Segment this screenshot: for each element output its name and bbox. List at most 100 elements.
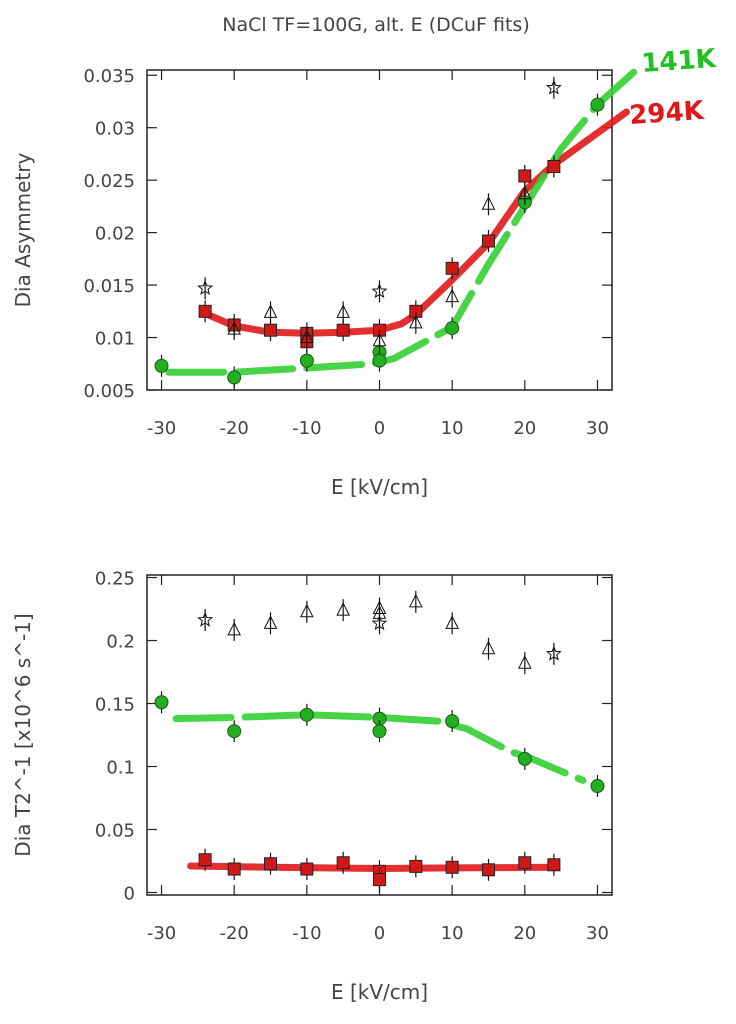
triangle-marker	[227, 321, 241, 335]
triangle-marker	[300, 329, 314, 344]
circle-marker	[517, 751, 532, 766]
circle-marker	[372, 353, 387, 368]
square-marker	[198, 853, 212, 867]
y-tick-label: 0.015	[83, 276, 135, 297]
x-tick-label: 10	[441, 923, 464, 944]
triangle-marker	[336, 304, 350, 318]
y-tick-label: 0.02	[95, 224, 135, 245]
data-point-square	[227, 858, 241, 881]
data-point-square	[547, 853, 561, 876]
circle-marker	[590, 97, 605, 112]
circle-marker	[590, 779, 605, 794]
x-tick-label: 30	[586, 418, 609, 439]
data-point-star	[371, 280, 388, 303]
plot-2: -30 -20 -10 0 10 20 30 0 0.05 0.1 0.15 0.2 0.25 E [kV…	[11, 569, 613, 1004]
y-tick-label: 0.25	[95, 569, 135, 590]
data-point-triangle	[409, 590, 423, 613]
data-point-circle	[445, 710, 460, 733]
data-point-circle	[299, 703, 314, 726]
square-marker	[518, 169, 532, 183]
data-point-triangle	[300, 326, 314, 349]
data-point-triangle	[263, 301, 278, 324]
data-point-square	[481, 230, 495, 253]
circle-marker	[154, 358, 169, 373]
square-marker	[300, 862, 314, 876]
data-point-triangle	[518, 182, 532, 205]
data-point-circle	[154, 354, 169, 377]
circle-marker	[299, 707, 314, 722]
data-point-triangle	[518, 652, 532, 675]
square-marker	[336, 856, 350, 870]
square-marker	[198, 304, 212, 318]
data-point-triangle	[409, 311, 423, 334]
data-point-square	[373, 868, 386, 891]
triangle-marker	[518, 185, 532, 200]
square-marker	[518, 856, 532, 870]
data-point-triangle	[445, 285, 459, 308]
star-marker	[371, 283, 388, 299]
data-point-star	[545, 76, 562, 99]
triangle-marker	[409, 593, 423, 608]
data-point-triangle	[445, 612, 459, 635]
triangle-marker	[300, 603, 314, 618]
x-tick-label: 30	[586, 923, 609, 944]
data-point-triangle	[336, 599, 350, 622]
data-point-square	[481, 858, 495, 881]
data-point-circle	[299, 349, 314, 372]
y-axis-label: Dia Asymmetry	[11, 153, 35, 308]
circle-marker	[299, 353, 314, 368]
square-marker	[445, 261, 459, 275]
data-point-triangle	[481, 637, 496, 660]
data-point-square	[547, 155, 561, 178]
x-tick-label: 0	[374, 418, 385, 439]
chart-title: NaCl TF=100G, alt. E (DCuF fits)	[222, 14, 530, 36]
x-tick-label: 0	[374, 923, 385, 944]
square-marker	[547, 858, 561, 872]
fit-line-294k	[187, 862, 558, 872]
data-point-square	[300, 858, 314, 881]
data-point-square	[336, 319, 350, 342]
square-marker	[264, 857, 278, 871]
star-marker	[371, 615, 388, 631]
square-marker	[336, 323, 350, 337]
data-point-square	[409, 855, 423, 878]
x-tick-label: -30	[147, 923, 176, 944]
data-point-triangle	[336, 301, 350, 324]
square-marker	[481, 234, 495, 248]
triangle-marker	[409, 314, 423, 329]
y-axis-label: Dia T2^-1 [x10^6 s^-1]	[11, 613, 35, 856]
data-point-square	[336, 851, 350, 874]
triangle-marker	[372, 332, 387, 347]
star-marker	[197, 279, 214, 296]
square-marker	[445, 860, 459, 874]
circle-marker	[445, 321, 460, 336]
data-point-circle	[372, 349, 387, 372]
circle-marker	[227, 370, 242, 385]
data-point-square	[445, 257, 459, 280]
data-point-square	[198, 848, 212, 871]
data-point-triangle	[227, 618, 241, 641]
y-tick-label: 0.15	[95, 695, 135, 716]
triangle-marker	[227, 621, 241, 636]
data-point-triangle	[481, 193, 496, 216]
circle-marker	[227, 724, 242, 739]
data-point-circle	[227, 720, 242, 743]
y-tick-label: 0	[124, 883, 135, 904]
square-marker	[227, 862, 241, 876]
square-marker	[481, 863, 495, 877]
y-tick-label: 0.035	[83, 66, 135, 87]
data-point-star	[371, 612, 388, 635]
y-tick-label: 0.01	[95, 329, 135, 350]
triangle-marker	[263, 615, 278, 629]
square-marker	[373, 873, 386, 887]
y-tick-label: 0.03	[95, 119, 135, 140]
triangle-marker	[518, 655, 532, 669]
data-point-circle	[227, 366, 242, 389]
data-point-triangle	[227, 318, 241, 341]
star-marker	[197, 611, 214, 627]
data-point-square	[264, 852, 278, 875]
x-tick-label: -20	[219, 418, 248, 439]
x-axis-label: E [kV/cm]	[331, 475, 428, 499]
data-point-triangle	[372, 329, 387, 352]
